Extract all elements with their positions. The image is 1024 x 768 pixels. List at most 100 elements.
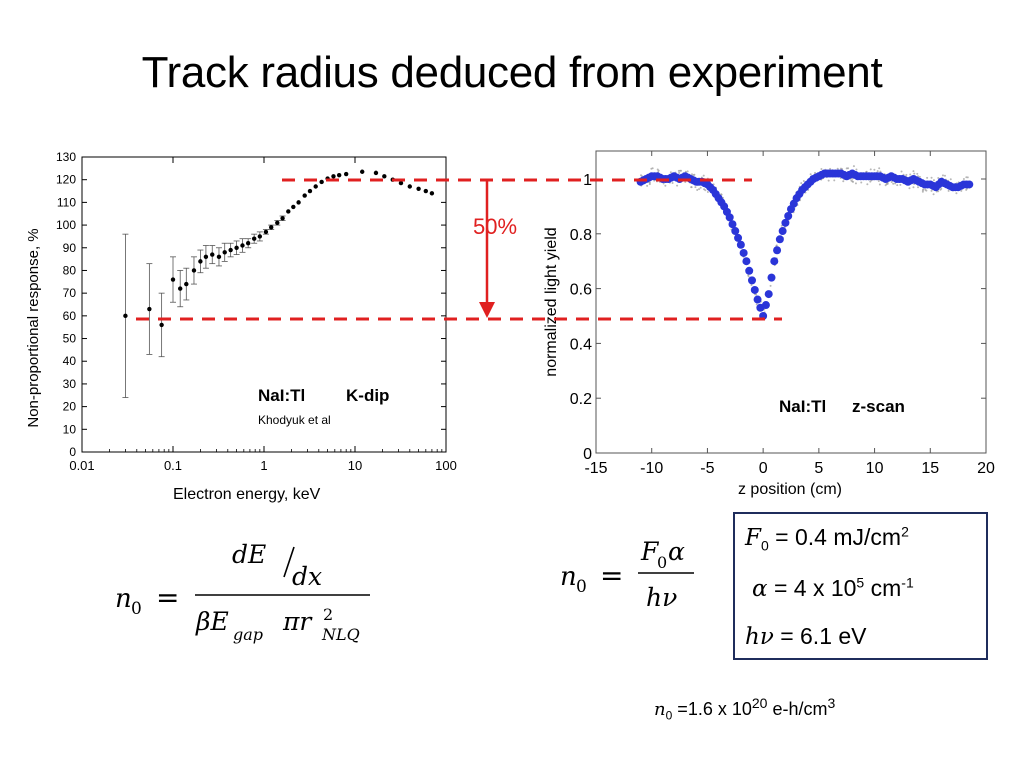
right-noise-point [755, 293, 758, 296]
result-symbol: n [654, 699, 666, 720]
left-data-point [184, 281, 189, 287]
right-noise-point [917, 186, 920, 189]
right-x-tick-label: 5 [814, 460, 823, 477]
left-data-point [222, 250, 227, 255]
param-alpha-unit: cm [864, 575, 902, 601]
right-noise-point [909, 173, 912, 176]
right-noise-point [932, 193, 935, 196]
right-noise-point [930, 176, 933, 179]
right-x-tick-label: -15 [584, 460, 607, 477]
eq1-slash [283, 546, 295, 578]
left-y-tick-label: 50 [63, 332, 77, 346]
left-data-point [178, 286, 183, 291]
right-noise-point [690, 173, 693, 176]
right-noise-point [679, 169, 682, 172]
right-noise-point [949, 178, 952, 181]
right-noise-point [686, 170, 689, 173]
right-noise-point [918, 175, 921, 178]
left-x-tick-label: 10 [348, 458, 362, 473]
right-noise-point [878, 167, 881, 170]
right-data-point [781, 218, 790, 227]
eq1-lhs-sub: 0 [131, 599, 142, 619]
left-x-tick-label: 0.01 [69, 458, 94, 473]
left-data-point [416, 186, 421, 191]
right-noise-point [894, 182, 897, 185]
right-data-point [773, 246, 782, 255]
right-noise-point [651, 167, 654, 170]
right-y-axis-label: normalized light yield [543, 227, 560, 376]
left-x-axis: 0.01 0.1 1 10 100 [69, 157, 457, 473]
right-noise-point [851, 177, 854, 180]
eq2-lhs: n [560, 562, 577, 592]
arrow-head-icon [479, 302, 495, 318]
left-x-tick-label: 100 [435, 458, 457, 473]
eq1-lhs: n [115, 584, 132, 614]
right-noise-point [943, 174, 946, 177]
left-data-point [296, 200, 301, 205]
right-y-tick-label: 0.6 [570, 282, 592, 299]
right-data-point [778, 227, 787, 236]
right-noise-point [671, 182, 674, 185]
eq2-denominator: hν [646, 583, 677, 612]
right-noise-point [899, 183, 902, 186]
left-data-point [373, 170, 379, 176]
eq2-equals: = [600, 559, 623, 592]
right-y-axis: 0 0.2 0.4 0.6 0.8 1 [570, 172, 986, 463]
eq1-numerator-den: dx [292, 562, 322, 591]
right-noise-point [947, 189, 950, 192]
left-data-point [257, 234, 263, 239]
right-noise-point [877, 180, 880, 183]
param-alpha-value: 4 x 10 [793, 575, 857, 601]
annotation-group: 50% [136, 178, 782, 321]
left-data-point [398, 180, 404, 186]
eq1-denominator-sub: gap [233, 625, 263, 644]
right-noise-point [912, 170, 915, 173]
left-y-tick-label: 40 [63, 354, 77, 368]
right-noise-point [873, 168, 876, 171]
right-noise-point [955, 192, 958, 195]
right-x-tick-label: 10 [866, 460, 884, 477]
right-noise-point [669, 171, 672, 174]
right-noise-point [747, 275, 750, 278]
right-data-point [761, 301, 770, 310]
right-noise-point [829, 167, 832, 170]
parameter-box [733, 512, 988, 660]
left-data-point [280, 216, 285, 221]
right-noise-point [820, 167, 823, 170]
param-alpha: α = 4 x 105 cm-1 [752, 574, 914, 602]
right-noise-point [775, 244, 778, 247]
right-noise-point [676, 184, 679, 187]
right-noise-point [648, 181, 651, 184]
left-citation-label: Khodyuk et al [258, 413, 331, 427]
left-chart-frame [81, 156, 447, 453]
left-method-label: K-dip [346, 386, 389, 405]
right-noise-point [966, 176, 969, 179]
param-hv-value: 6.1 eV [800, 623, 867, 649]
right-noise-point [646, 184, 649, 187]
right-x-axis-label: z position (cm) [738, 481, 842, 498]
right-noise-point [696, 188, 699, 191]
param-f0-sup: 2 [901, 523, 909, 540]
left-y-axis: 0 10 20 30 40 50 60 70 80 90 100 110 120 130 [56, 150, 446, 459]
eq1-numerator: dE [232, 540, 266, 569]
right-x-tick-label: 0 [759, 460, 768, 477]
left-data-point [191, 268, 197, 273]
right-data-point [739, 248, 748, 257]
result-sub: 0 [665, 708, 673, 723]
left-y-tick-label: 100 [56, 218, 76, 232]
right-noise-point [854, 182, 857, 185]
right-noise-point [678, 171, 681, 174]
right-noise-point [827, 179, 830, 182]
right-data-point [745, 266, 754, 275]
right-noise-point [892, 182, 895, 185]
left-data-point [269, 225, 274, 230]
right-noise-point [664, 184, 667, 187]
left-data-point [210, 252, 215, 257]
left-data-point [307, 188, 313, 194]
right-noise-point [900, 170, 903, 173]
left-data-point [319, 179, 324, 185]
left-data-point [263, 229, 269, 235]
left-material-label: NaI:Tl [258, 386, 305, 405]
right-noise-point [833, 179, 836, 182]
